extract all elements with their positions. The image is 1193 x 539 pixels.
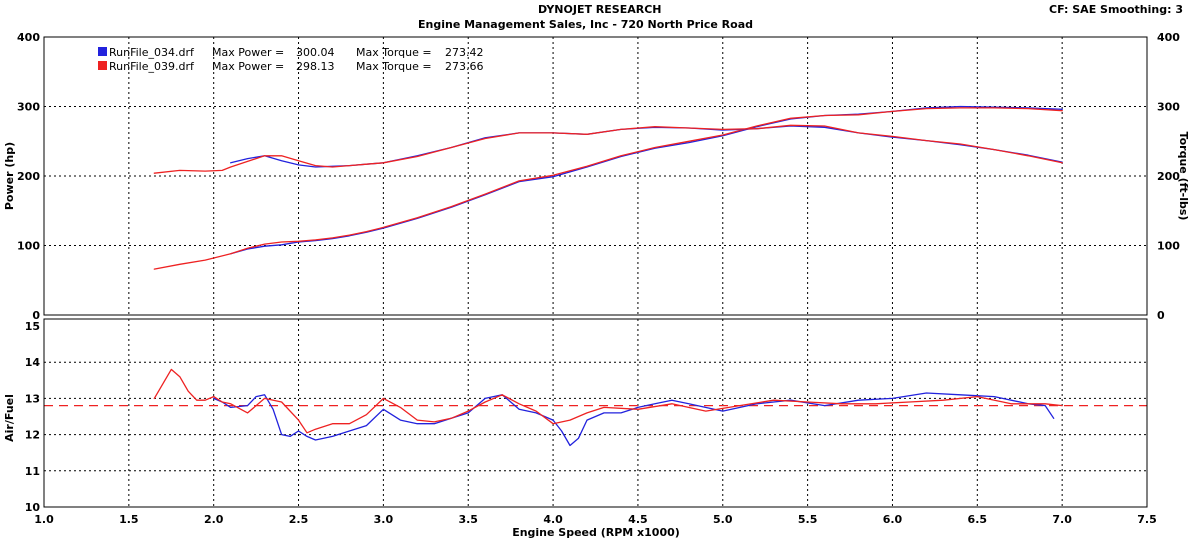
x-tick-label: 2.5: [289, 513, 309, 526]
x-tick-label: 7.0: [1052, 513, 1072, 526]
legend-swatch-run-034: [98, 47, 107, 56]
x-axis-label-engine-speed: Engine Speed (RPM x1000): [512, 526, 680, 539]
chart-title: DYNOJET RESEARCH: [538, 3, 662, 16]
power-torque-frame: [43, 36, 1148, 316]
power-line-run-034: [230, 105, 1063, 255]
legend-power-run-034: 300.04: [296, 46, 335, 59]
y-tick-label: 15: [25, 320, 40, 333]
x-tick-label: 6.0: [883, 513, 903, 526]
correction-factor-label: CF: SAE Smoothing: 3: [1049, 3, 1183, 16]
y2-tick-label: 200: [1157, 170, 1180, 183]
chart-subtitle: Engine Management Sales, Inc - 720 North…: [418, 18, 754, 31]
air-fuel-frame: [43, 318, 1148, 508]
y-tick-label: 300: [17, 101, 40, 114]
legend-torque-run-039: 273.66: [445, 60, 484, 73]
torque-line-run-034: [230, 125, 1063, 168]
tick-labels: 0 0 100 100 200 200 300 300 400 400 1.0 1.5 2.0 2.5 3.…: [17, 31, 1180, 526]
legend-power-label-run-039: Max Power =: [212, 60, 284, 73]
legend-power-label-run-034: Max Power =: [212, 46, 284, 59]
legend-power-run-039: 298.13: [296, 60, 335, 73]
x-tick-label: 2.0: [204, 513, 224, 526]
y-tick-label: 0: [32, 309, 40, 322]
x-tick-label: 1.5: [119, 513, 139, 526]
air_fuel-line-run-039: [153, 368, 1063, 434]
y-tick-label: 200: [17, 170, 40, 183]
plot-frames: [43, 36, 1148, 508]
legend-file-run-034: RunFile_034.drf: [109, 46, 195, 59]
air_fuel-line-run-034: [213, 392, 1055, 447]
y2-tick-label: 100: [1157, 240, 1180, 253]
x-tick-label: 3.0: [374, 513, 394, 526]
y-tick-label: 12: [25, 429, 40, 442]
y-tick-label: 14: [25, 356, 41, 369]
legend-torque-run-034: 273.42: [445, 46, 484, 59]
legend-file-run-039: RunFile_039.drf: [109, 60, 195, 73]
legend-torque-label-run-034: Max Torque =: [356, 46, 432, 59]
y2-tick-label: 0: [1157, 309, 1165, 322]
legend: RunFile_034.drf Max Power = 300.04 Max T…: [98, 46, 484, 73]
y-tick-label: 13: [25, 392, 40, 405]
y-axis-label-air-fuel: Air/Fuel: [3, 394, 16, 442]
y2-axis-label-torque: Torque (ft-lbs): [1177, 132, 1190, 221]
legend-swatch-run-039: [98, 61, 107, 70]
torque-line-run-039: [153, 124, 1063, 174]
y2-tick-label: 300: [1157, 101, 1180, 114]
power-line-run-039: [153, 107, 1063, 270]
y-tick-label: 11: [25, 465, 40, 478]
x-tick-label: 1.0: [34, 513, 54, 526]
y-tick-label: 100: [17, 240, 40, 253]
x-tick-label: 6.5: [968, 513, 988, 526]
x-tick-label: 5.0: [713, 513, 733, 526]
x-tick-label: 4.0: [543, 513, 563, 526]
x-tick-label: 5.5: [798, 513, 818, 526]
legend-torque-label-run-039: Max Torque =: [356, 60, 432, 73]
y2-tick-label: 400: [1157, 31, 1180, 44]
y-tick-label: 10: [25, 501, 41, 514]
x-tick-label: 7.5: [1137, 513, 1157, 526]
x-tick-label: 3.5: [458, 513, 478, 526]
series-lines: [153, 105, 1063, 447]
y-tick-label: 400: [17, 31, 40, 44]
x-tick-label: 4.5: [628, 513, 648, 526]
grid-lines: [44, 37, 1147, 507]
y-axis-label-power: Power (hp): [3, 142, 16, 210]
